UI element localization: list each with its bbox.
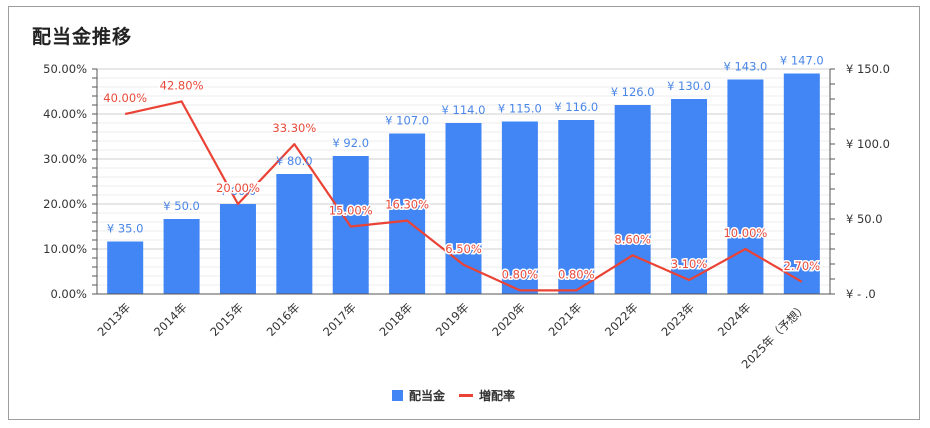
bar-data-label: ¥ 35.0 [107, 222, 144, 236]
line-data-label: 2.70% [784, 259, 821, 273]
category-label: 2020年 [489, 300, 528, 339]
bar-data-label: ¥ 130.0 [667, 79, 711, 93]
bar [727, 79, 764, 294]
left-axis-tick-label: 20.00% [43, 197, 87, 211]
line-data-label: 33.30% [272, 121, 316, 135]
category-label: 2021年 [546, 300, 585, 339]
category-label: 2016年 [264, 300, 303, 339]
category-label: 2023年 [658, 300, 697, 339]
line-data-label: 6.50% [445, 242, 482, 256]
bar [501, 121, 538, 294]
line-series [124, 100, 803, 292]
line-data-label: 20.00% [216, 181, 260, 195]
bar [276, 174, 313, 294]
bar [614, 105, 651, 294]
left-axis-tick-label: 50.00% [43, 62, 87, 76]
left-axis-tick-label: 40.00% [43, 107, 87, 121]
left-axis-tick-label: 0.00% [50, 287, 87, 301]
legend-bar-label: 配当金 [409, 389, 446, 403]
bar [558, 120, 595, 294]
category-label: 2022年 [602, 300, 641, 339]
right-axis-tick-label: ¥ - .0 [846, 287, 876, 301]
line-data-label: 8.60% [614, 232, 651, 246]
category-label: 2015年 [207, 300, 246, 339]
category-label: 2017年 [320, 300, 359, 339]
bar-data-label: ¥ 147.0 [780, 54, 824, 68]
line-data-label: 40.00% [103, 91, 147, 105]
bar-data-label: ¥ 115.0 [498, 102, 542, 116]
bar [163, 219, 200, 294]
bar-data-label: ¥ 80.0 [276, 154, 313, 168]
category-label: 2024年 [715, 300, 754, 339]
legend-line-swatch [459, 394, 474, 397]
bar-data-label: ¥ 92.0 [332, 136, 369, 150]
bar-data-label: ¥ 143.0 [723, 60, 767, 74]
line-data-label: 0.80% [502, 267, 539, 281]
right-axis-tick-label: ¥ 150.0 [846, 62, 890, 76]
line-data-label: 3.10% [671, 257, 708, 271]
left-axis-tick-label: 30.00% [43, 152, 87, 166]
category-label: 2018年 [377, 300, 416, 339]
bar [219, 204, 256, 294]
bar-data-label: ¥ 114.0 [442, 103, 486, 117]
chart-title: 配当金推移 [32, 26, 133, 48]
bar-data-label: ¥ 107.0 [385, 114, 429, 128]
line-data-label: 10.00% [723, 226, 767, 240]
right-axis-tick-label: ¥ 100.0 [846, 137, 890, 151]
line-data-label: 42.80% [160, 78, 204, 92]
category-label: 2019年 [433, 300, 472, 339]
bar-data-label: ¥ 50.0 [163, 199, 200, 213]
bar-data-label: ¥ 60.0 [220, 184, 257, 198]
bar [389, 133, 426, 294]
legend-bar-swatch [392, 390, 403, 401]
bar [445, 123, 482, 294]
category-label: 2013年 [95, 300, 134, 339]
legend-line-label: 増配率 [479, 389, 516, 403]
line-data-label: 15.00% [329, 204, 373, 218]
line-data-label: 16.30% [385, 198, 429, 212]
category-label: 2014年 [151, 300, 190, 339]
bar [671, 99, 708, 294]
left-axis-tick-label: 10.00% [43, 242, 87, 256]
bar-data-label: ¥ 116.0 [554, 100, 598, 114]
legend: 配当金 増配率 [392, 387, 515, 404]
bar-data-label: ¥ 126.0 [611, 85, 655, 99]
line-data-label: 0.80% [558, 267, 595, 281]
right-axis-tick-label: ¥ 50.0 [846, 212, 883, 226]
bar [783, 73, 820, 294]
bar [107, 241, 144, 294]
